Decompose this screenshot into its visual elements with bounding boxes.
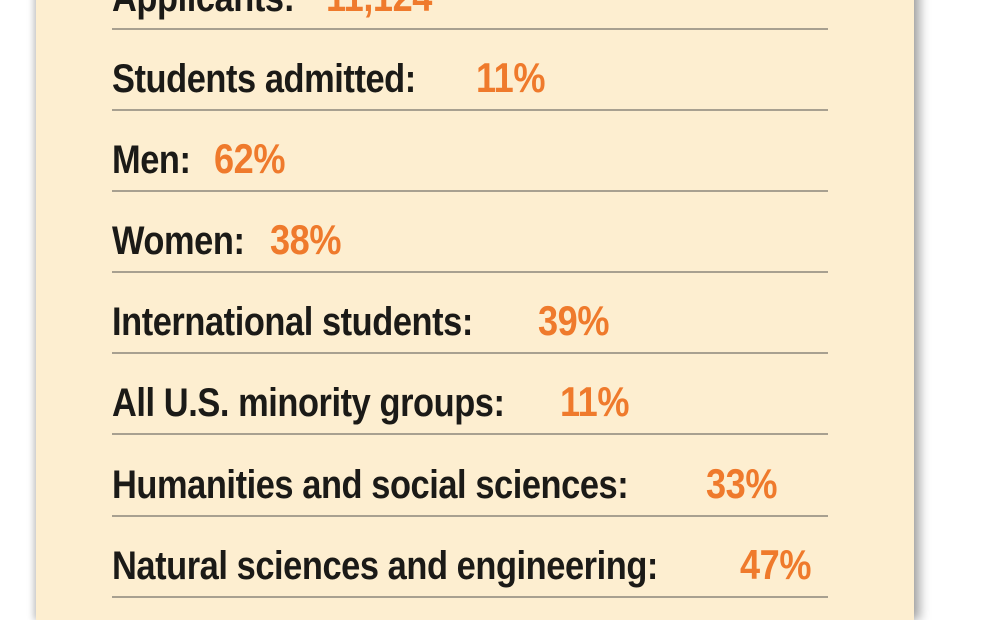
stat-value: 38% [270,216,342,263]
stat-value: 39% [538,297,610,344]
stat-row-applicants: Applicants: 11,124 [112,0,828,30]
stat-label: Women: [112,219,245,263]
stat-value: 11,124 [326,0,432,18]
stat-row-students-admitted: Students admitted: 11% [112,30,828,111]
stat-label: Humanities and social sciences: [112,463,629,507]
stat-label: All U.S. minority groups: [112,381,505,425]
stat-label: Men: [112,138,191,182]
stat-value: 11% [560,378,630,425]
stat-label: Natural sciences and engineering: [112,544,658,588]
stat-value: 11% [476,54,546,101]
stat-value: 62% [214,135,286,182]
stat-label: Students admitted: [112,57,416,101]
stat-value: 47% [740,541,812,588]
stat-label: International students: [112,300,473,344]
stat-row-men: Men: 62% [112,111,828,192]
stat-row-minority-groups: All U.S. minority groups: 11% [112,354,828,435]
stat-value: 33% [706,460,778,507]
stat-row-humanities: Humanities and social sciences: 33% [112,436,828,517]
stat-label: Applicants: [112,0,295,18]
stat-row-international-students: International students: 39% [112,273,828,354]
stat-row-women: Women: 38% [112,192,828,273]
stat-row-natural-sciences: Natural sciences and engineering: 47% [112,517,828,598]
